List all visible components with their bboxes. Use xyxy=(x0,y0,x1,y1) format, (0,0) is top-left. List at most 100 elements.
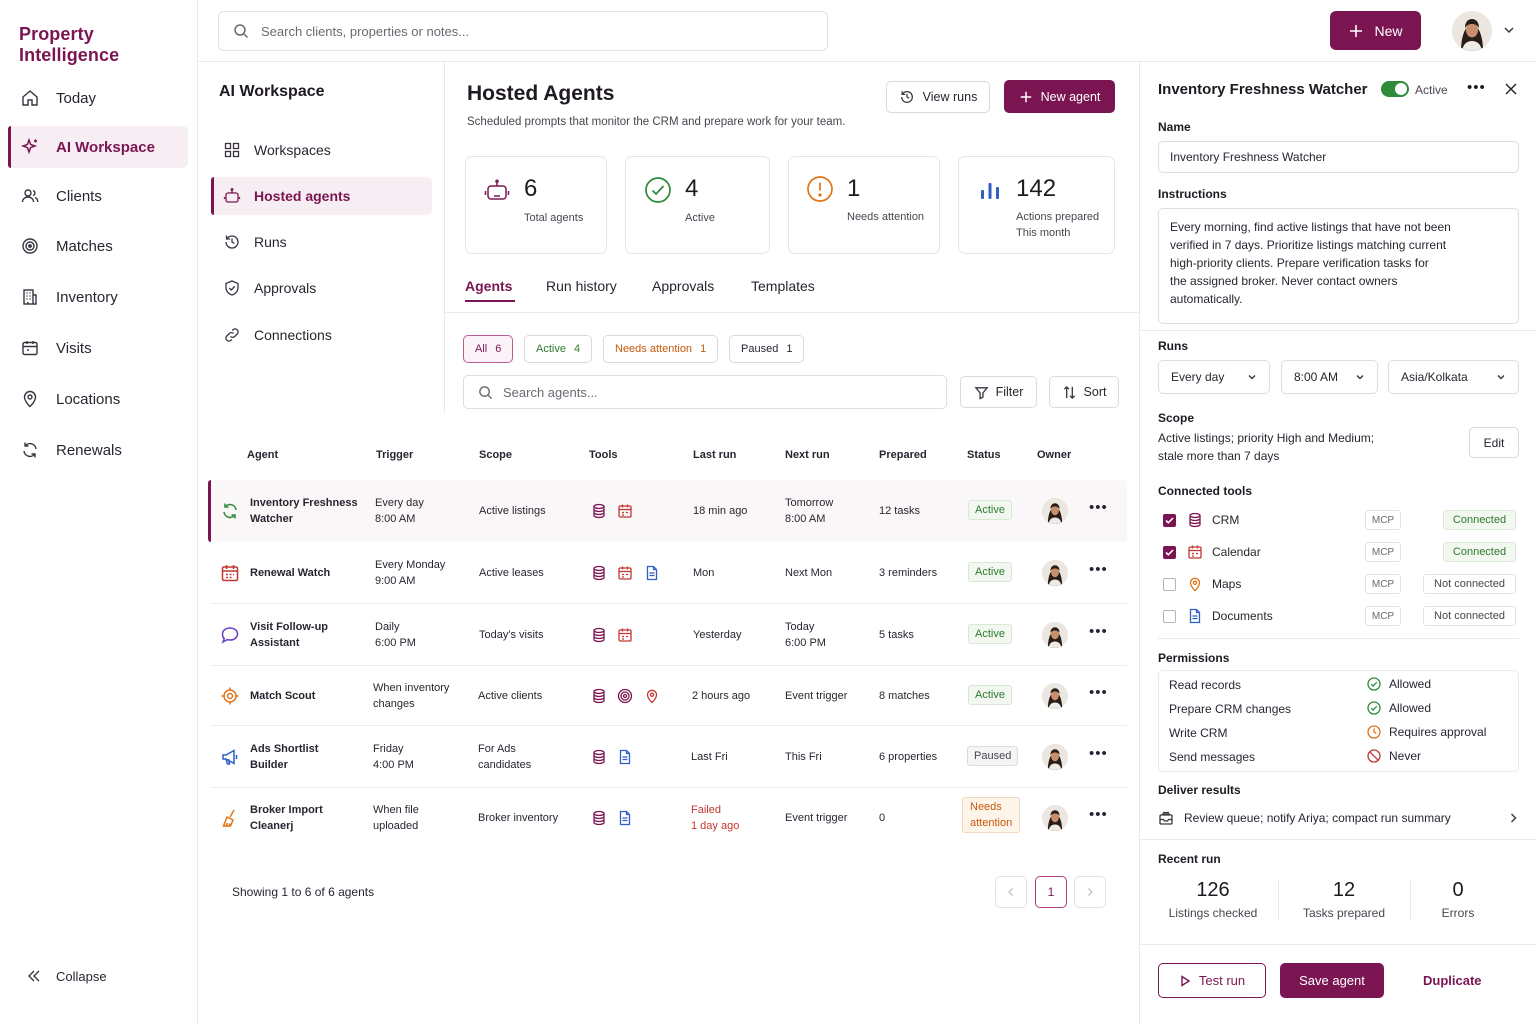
save-agent-button[interactable]: Save agent xyxy=(1280,963,1384,998)
duplicate-button[interactable]: Duplicate xyxy=(1423,973,1482,988)
tool-name: CRM xyxy=(1212,513,1240,527)
view-runs-button[interactable]: View runs xyxy=(886,81,990,113)
workspace-nav-connections[interactable]: Connections xyxy=(211,316,432,354)
row-more-icon[interactable]: ••• xyxy=(1089,745,1108,762)
brand-logo[interactable]: Property Intelligence xyxy=(19,24,120,65)
owner-avatar[interactable] xyxy=(1042,498,1068,524)
new-button[interactable]: New xyxy=(1330,11,1421,50)
pagination-summary: Showing 1 to 6 of 6 agents xyxy=(232,885,375,899)
sidebar-item-renewals[interactable]: Renewals xyxy=(8,429,188,471)
global-search[interactable] xyxy=(218,11,828,51)
grid-icon xyxy=(222,140,242,160)
column-header-tools[interactable]: Tools xyxy=(589,449,618,461)
edit-scope-button[interactable]: Edit xyxy=(1469,427,1519,458)
tab-templates[interactable]: Templates xyxy=(751,278,815,294)
check-circle-icon xyxy=(644,176,672,204)
sidebar-item-label: Renewals xyxy=(56,441,122,459)
recent-stat-listings: 126 Listings checked xyxy=(1168,879,1258,920)
tab-approvals[interactable]: Approvals xyxy=(652,278,715,294)
tool-checkbox[interactable] xyxy=(1163,610,1176,623)
trigger-line2: changes xyxy=(373,698,415,710)
sort-button[interactable]: Sort xyxy=(1049,376,1119,408)
sidebar-item-matches[interactable]: Matches xyxy=(8,225,188,267)
column-header-prepared[interactable]: Prepared xyxy=(879,449,927,461)
runs-frequency-select[interactable]: Every day xyxy=(1158,360,1270,394)
agent-search-input[interactable] xyxy=(503,384,946,400)
column-header-owner[interactable]: Owner xyxy=(1037,449,1072,461)
global-search-input[interactable] xyxy=(261,23,827,39)
workspace-nav-runs[interactable]: Runs xyxy=(211,223,432,261)
row-more-icon[interactable]: ••• xyxy=(1089,499,1108,516)
owner-avatar[interactable] xyxy=(1042,744,1068,770)
agent-name-input[interactable] xyxy=(1158,141,1519,173)
table-row[interactable]: Renewal Watch Every Monday 9:00 AM Activ… xyxy=(210,542,1127,604)
owner-avatar[interactable] xyxy=(1042,560,1068,586)
sidebar-item-inventory[interactable]: Inventory xyxy=(8,276,188,318)
collapse-button[interactable]: Collapse xyxy=(26,968,107,984)
runs-time-select[interactable]: 8:00 AM xyxy=(1281,360,1378,394)
filter-chip-paused[interactable]: Paused 1 xyxy=(729,335,805,363)
sidebar-item-visits[interactable]: Visits xyxy=(8,327,188,369)
owner-avatar[interactable] xyxy=(1042,805,1068,831)
agent-search[interactable] xyxy=(463,375,947,409)
table-row[interactable]: Visit Follow-up Assistant Daily 6:00 PM … xyxy=(210,604,1127,666)
instructions-line: high-priority clients. Prepare verificat… xyxy=(1170,256,1429,270)
user-avatar[interactable] xyxy=(1452,11,1492,51)
pagination-next[interactable] xyxy=(1074,876,1106,908)
close-icon[interactable] xyxy=(1504,82,1518,96)
column-header-last-run[interactable]: Last run xyxy=(693,449,737,461)
pagination-prev[interactable] xyxy=(995,876,1027,908)
sidebar-item-today[interactable]: Today xyxy=(8,77,188,119)
chevron-down-icon[interactable] xyxy=(1502,23,1516,37)
owner-avatar[interactable] xyxy=(1042,622,1068,648)
scope-text-line2: stale more than 7 days xyxy=(1158,449,1280,463)
tab-run-history[interactable]: Run history xyxy=(546,278,617,294)
runs-timezone-select[interactable]: Asia/Kolkata xyxy=(1388,360,1519,394)
test-run-button[interactable]: Test run xyxy=(1158,963,1266,998)
robot-icon xyxy=(484,178,510,204)
filter-chip-all[interactable]: All 6 xyxy=(463,335,514,363)
new-agent-button[interactable]: New agent xyxy=(1004,80,1115,113)
workspace-nav-workspaces[interactable]: Workspaces xyxy=(211,131,432,169)
column-header-status[interactable]: Status xyxy=(967,449,1001,461)
filter-chip-needs-attention[interactable]: Needs attention 1 xyxy=(603,335,719,363)
deliver-results-row[interactable]: Review queue; notify Ariya; compact run … xyxy=(1158,806,1519,830)
pagination-page[interactable]: 1 xyxy=(1035,876,1067,908)
workspace-nav-hosted-agents[interactable]: Hosted agents xyxy=(211,177,432,215)
workspace-nav-approvals[interactable]: Approvals xyxy=(211,269,432,307)
document-icon xyxy=(1187,608,1203,624)
tool-checkbox[interactable] xyxy=(1163,578,1176,591)
status-badge: Active xyxy=(968,624,1012,644)
table-row[interactable]: Inventory Freshness Watcher Every day 8:… xyxy=(208,480,1127,542)
table-row[interactable]: Broker Import Cleanerj When file uploade… xyxy=(210,788,1127,850)
filter-chip-active[interactable]: Active 4 xyxy=(524,335,593,363)
tool-checkbox[interactable] xyxy=(1163,514,1176,527)
status-badge: Paused xyxy=(967,746,1019,766)
search-icon xyxy=(233,23,249,39)
instructions-textarea[interactable]: Every morning, find active listings that… xyxy=(1158,208,1519,324)
column-header-trigger[interactable]: Trigger xyxy=(376,449,414,461)
sidebar-item-ai-workspace[interactable]: AI Workspace xyxy=(8,126,188,168)
more-icon[interactable]: ••• xyxy=(1467,79,1486,96)
table-row[interactable]: Match Scout When inventory changes Activ… xyxy=(210,666,1127,726)
column-header-scope[interactable]: Scope xyxy=(479,449,513,461)
last-run: 18 min ago xyxy=(693,505,748,517)
row-more-icon[interactable]: ••• xyxy=(1089,623,1108,640)
active-toggle[interactable] xyxy=(1381,81,1409,97)
filter-button[interactable]: Filter xyxy=(960,376,1037,408)
column-header-next-run[interactable]: Next run xyxy=(785,449,830,461)
table-row[interactable]: Ads Shortlist Builder Friday 4:00 PM For… xyxy=(210,726,1127,788)
tab-agents[interactable]: Agents xyxy=(465,278,513,294)
sidebar-item-locations[interactable]: Locations xyxy=(8,378,188,420)
check-circle-icon xyxy=(1367,677,1381,691)
row-more-icon[interactable]: ••• xyxy=(1089,561,1108,578)
tool-checkbox[interactable] xyxy=(1163,546,1176,559)
new-button-label: New xyxy=(1374,22,1403,39)
owner-avatar[interactable] xyxy=(1042,683,1068,709)
row-more-icon[interactable]: ••• xyxy=(1089,806,1108,823)
sidebar-item-clients[interactable]: Clients xyxy=(8,175,188,217)
row-more-icon[interactable]: ••• xyxy=(1089,684,1108,701)
refresh-icon xyxy=(20,440,40,460)
filter-label: Filter xyxy=(995,385,1024,399)
column-header-agent[interactable]: Agent xyxy=(247,449,279,461)
